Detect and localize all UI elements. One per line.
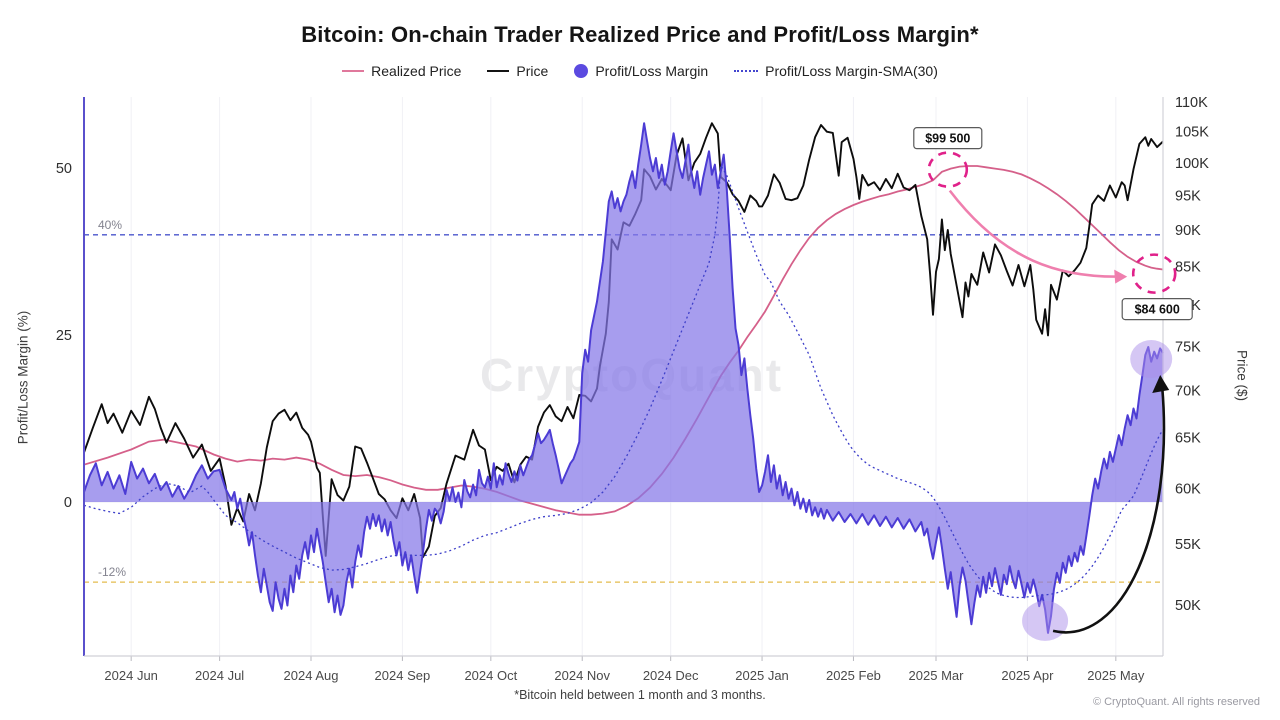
x-tick-label: 2024 Sep [375,668,431,683]
right-tick-label: 105K [1175,125,1209,141]
dashed-circle-end [1131,253,1177,294]
x-tick-label: 2024 Nov [554,668,610,683]
legend-item-2[interactable]: Profit/Loss Margin [574,63,708,79]
legend-item-1[interactable]: Price [487,63,548,79]
x-tick-label: 2024 Aug [284,668,339,683]
right-tick-label: 90K [1175,223,1201,239]
right-tick-label: 60K [1175,482,1201,498]
x-tick-label: 2025 Feb [826,668,881,683]
legend-label: Profit/Loss Margin-SMA(30) [765,63,938,79]
right-tick-label: 85K [1175,259,1201,275]
legend-dot-icon [574,64,589,78]
legend-line-icon [487,70,510,72]
legend-label: Profit/Loss Margin [595,63,709,79]
pink-trend-arrow [948,189,1117,278]
left-tick-label: 25 [56,328,72,344]
right-tick-label: 75K [1175,339,1201,355]
highlight-circle-low [1022,600,1069,641]
x-tick-label: 2025 Apr [1001,668,1054,683]
dashed-circle-high [927,151,969,188]
price-end-label-box [1121,298,1193,321]
x-tick-label: 2025 May [1087,668,1145,683]
price-high-label: $99 500 [925,132,970,146]
ref-line-label: 40% [98,218,122,232]
legend-item-0[interactable]: Realized Price [342,63,461,79]
legend-item-3[interactable]: Profit/Loss Margin-SMA(30) [734,63,938,79]
black-trend-arrow [1052,386,1166,634]
right-tick-label: 65K [1175,431,1201,447]
right-tick-label: 110K [1175,95,1208,111]
price-high-label-box [913,127,983,150]
left-tick-label: 0 [64,495,72,511]
right-tick-label: 55K [1175,537,1201,553]
copyright-notice: © CryptoQuant. All rights reserved [1092,696,1260,708]
chart-title: Bitcoin: On-chain Trader Realized Price … [301,22,979,47]
ref-line-label: -12% [98,565,126,579]
x-tick-label: 2024 Jun [104,668,158,683]
x-tick-label: 2024 Oct [464,668,517,683]
right-tick-label: 70K [1175,383,1201,399]
highlight-circle-recovery [1130,340,1173,379]
legend-label: Realized Price [371,63,462,79]
right-tick-label: 50K [1175,598,1201,614]
x-tick-label: 2024 Dec [643,668,699,683]
x-tick-label: 2025 Mar [909,668,965,683]
right-tick-label: 100K [1175,156,1209,172]
black-arrowhead-icon [1152,375,1170,394]
legend-line-icon [342,70,365,72]
right-tick-label: 95K [1175,189,1201,205]
margin-sma-line [83,163,1164,599]
pink-arrowhead-icon [1114,269,1128,284]
x-tick-label: 2024 Jul [195,668,244,683]
margin-area [84,123,1163,633]
x-tick-label: 2025 Jan [735,668,789,683]
chart-footnote: *Bitcoin held between 1 month and 3 mont… [514,688,766,702]
price-end-label: $84 600 [1135,303,1180,317]
left-tick-label: 50 [56,161,72,177]
chart-legend: Realized Price Price Profit/Loss Margin Pro… [0,63,1280,79]
legend-line-icon [734,70,759,72]
legend-label: Price [516,63,549,79]
margin-line [83,122,1164,634]
